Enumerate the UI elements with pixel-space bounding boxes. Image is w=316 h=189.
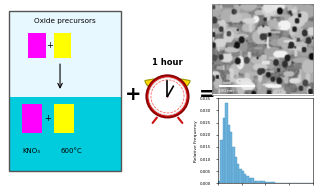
- Text: =: =: [199, 85, 215, 104]
- Text: 600°C: 600°C: [60, 148, 82, 154]
- Bar: [256, 181, 261, 183]
- Wedge shape: [172, 79, 190, 88]
- Bar: [218, 181, 221, 183]
- Text: 1 hour: 1 hour: [152, 58, 183, 67]
- Bar: [232, 147, 234, 183]
- Bar: [244, 174, 246, 183]
- Bar: [9, 97, 121, 171]
- Bar: [225, 103, 228, 183]
- Bar: [240, 169, 242, 183]
- Bar: [54, 33, 71, 58]
- Bar: [228, 125, 230, 183]
- Bar: [237, 164, 240, 183]
- Bar: [223, 118, 225, 183]
- Wedge shape: [145, 79, 163, 88]
- Circle shape: [166, 95, 169, 98]
- Bar: [9, 11, 121, 171]
- Bar: [261, 181, 265, 183]
- Bar: [246, 176, 249, 183]
- Text: +: +: [46, 41, 53, 50]
- Text: Oxide precursors: Oxide precursors: [34, 18, 96, 24]
- Bar: [9, 11, 121, 97]
- Bar: [265, 182, 275, 183]
- Bar: [242, 171, 244, 183]
- Bar: [22, 104, 42, 133]
- Bar: [253, 181, 256, 183]
- Text: +: +: [125, 85, 141, 104]
- Bar: [221, 140, 223, 183]
- Bar: [234, 157, 237, 183]
- Circle shape: [149, 78, 186, 115]
- Bar: [230, 132, 232, 183]
- Text: 200 nm: 200 nm: [218, 89, 234, 93]
- Text: +: +: [44, 114, 51, 123]
- Y-axis label: Relative Frequency: Relative Frequency: [194, 120, 198, 162]
- Bar: [54, 104, 74, 133]
- Text: KNO₃: KNO₃: [22, 148, 40, 154]
- Bar: [28, 33, 46, 58]
- Bar: [251, 178, 253, 183]
- Circle shape: [146, 75, 189, 118]
- Bar: [249, 178, 251, 183]
